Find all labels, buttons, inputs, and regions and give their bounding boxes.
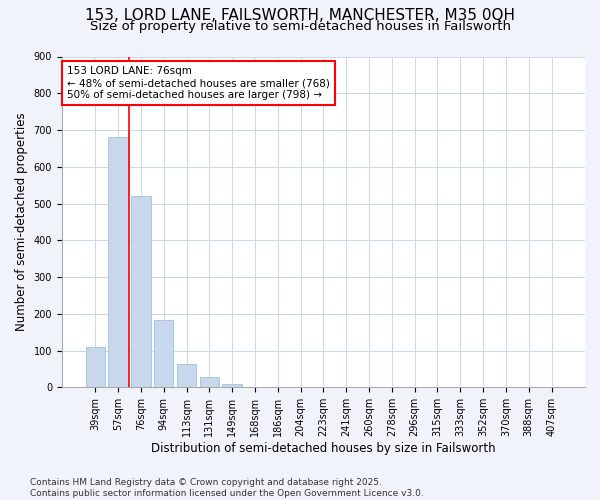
Bar	[223, 384, 242, 388]
Y-axis label: Number of semi-detached properties: Number of semi-detached properties	[15, 112, 28, 331]
Bar	[109, 138, 128, 388]
Text: Size of property relative to semi-detached houses in Failsworth: Size of property relative to semi-detach…	[89, 20, 511, 33]
Bar	[131, 196, 151, 388]
Text: 153, LORD LANE, FAILSWORTH, MANCHESTER, M35 0QH: 153, LORD LANE, FAILSWORTH, MANCHESTER, …	[85, 8, 515, 22]
X-axis label: Distribution of semi-detached houses by size in Failsworth: Distribution of semi-detached houses by …	[151, 442, 496, 455]
Bar	[177, 364, 196, 388]
Text: Contains HM Land Registry data © Crown copyright and database right 2025.
Contai: Contains HM Land Registry data © Crown c…	[30, 478, 424, 498]
Bar	[200, 377, 219, 388]
Bar	[154, 320, 173, 388]
Text: 153 LORD LANE: 76sqm
← 48% of semi-detached houses are smaller (768)
50% of semi: 153 LORD LANE: 76sqm ← 48% of semi-detac…	[67, 66, 330, 100]
Bar	[86, 347, 105, 388]
